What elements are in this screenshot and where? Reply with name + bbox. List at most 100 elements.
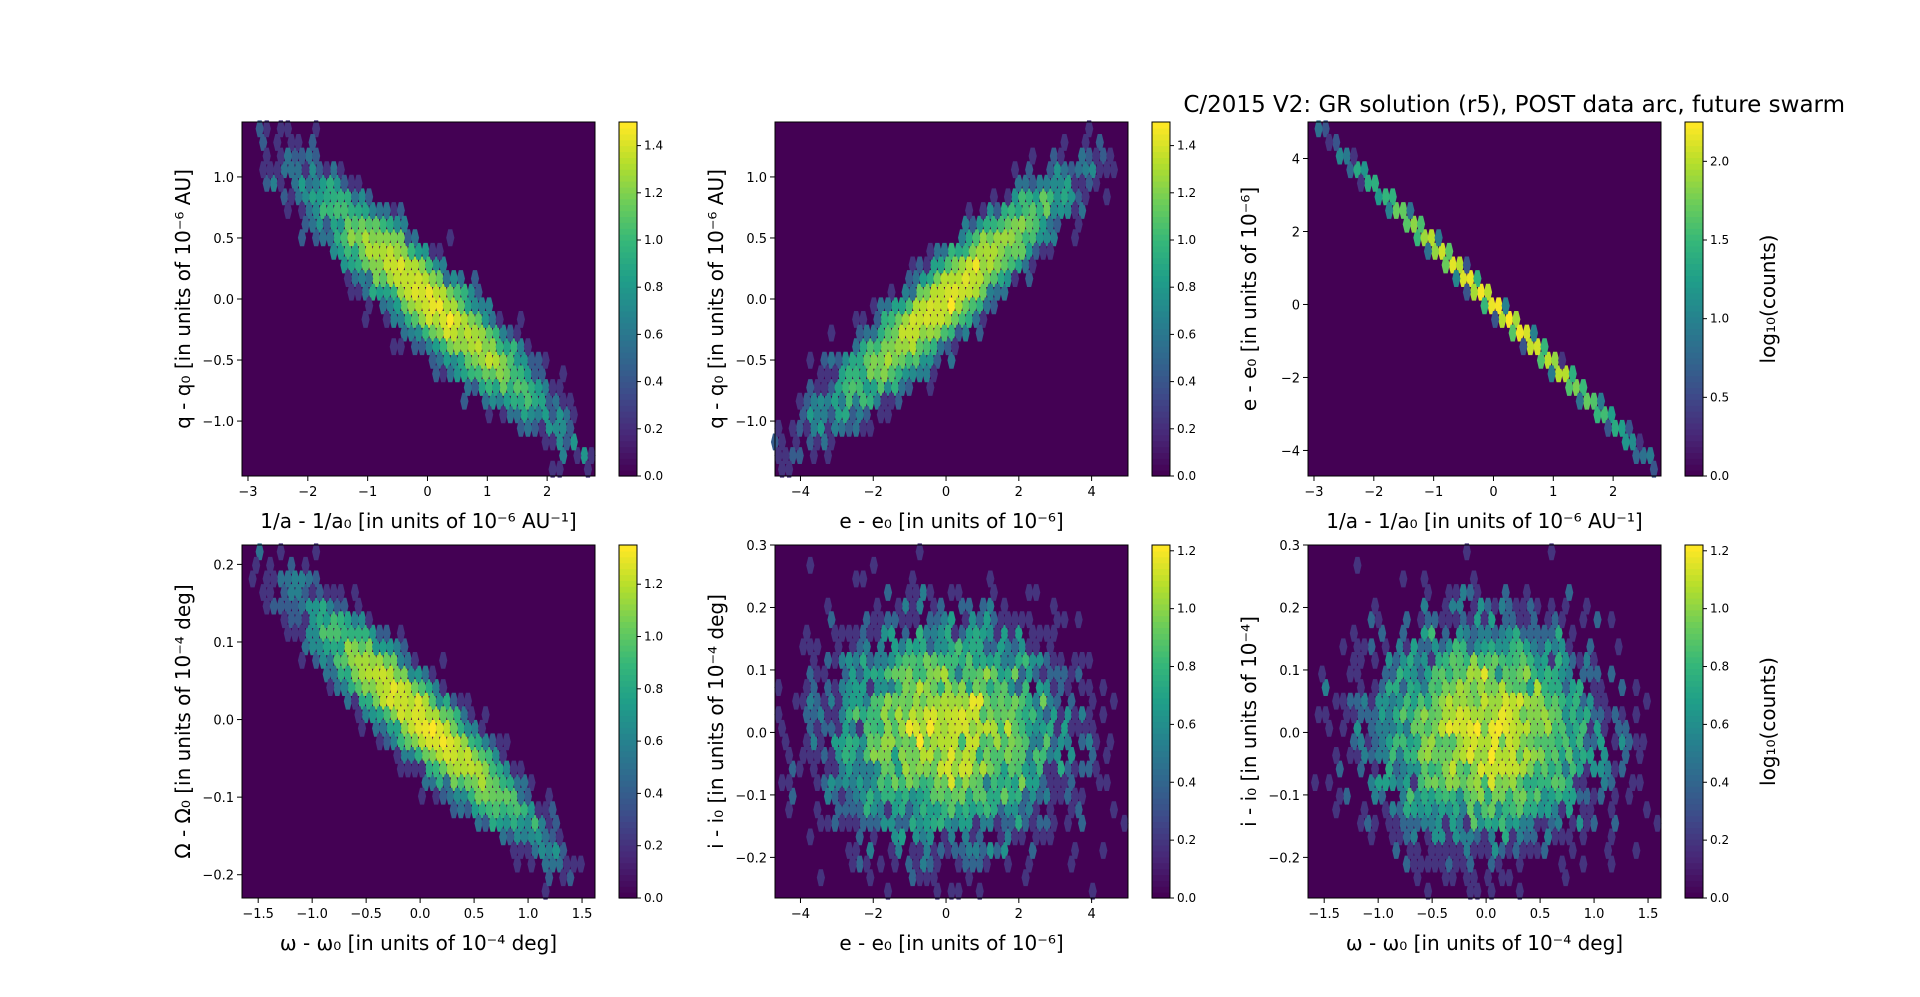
hexbin-cell — [1042, 652, 1051, 669]
hexbin-cell — [294, 161, 303, 179]
hexbin-cell — [1596, 787, 1606, 805]
colorbar-segment — [1685, 845, 1703, 852]
hexbin-cell — [912, 584, 921, 601]
hexbin-cell — [329, 161, 338, 179]
hexbin-cell — [1494, 692, 1503, 710]
hexbin-cell — [982, 638, 991, 656]
colorbar-segment — [1685, 228, 1703, 235]
colorbar-tick-label: 2.0 — [1710, 154, 1729, 168]
hexbin-cell — [894, 787, 903, 805]
colorbar-segment — [1685, 709, 1703, 717]
hexbin-cell — [887, 814, 896, 832]
hexbin-cell — [1402, 828, 1411, 846]
hexbin-cell — [1529, 719, 1538, 737]
hexbin-cell — [1371, 174, 1380, 192]
colorbar-segment — [619, 792, 637, 799]
hexbin-cell — [1106, 147, 1115, 165]
hexbin-cell — [301, 556, 310, 574]
hexbin-cell — [979, 202, 988, 219]
hexbin-cell — [1575, 392, 1584, 410]
hexbin-cell — [516, 814, 525, 832]
hexbin-cell — [1487, 855, 1496, 873]
hexbin-cell — [979, 256, 988, 274]
hexbin-cell — [428, 324, 437, 342]
hexbin-cell — [1406, 652, 1415, 669]
hexbin-cell — [1371, 652, 1380, 669]
hexbin-cell — [1491, 787, 1500, 805]
hexbin-cell — [1385, 679, 1394, 696]
hexbin-cell — [319, 174, 328, 192]
hexbin-cell — [1483, 706, 1493, 724]
hexbin-cell — [1431, 665, 1440, 683]
hexbin-cell — [368, 202, 377, 219]
hexbin-cell — [559, 392, 568, 410]
hexbin-cell — [1399, 706, 1408, 724]
hexbin-cell — [513, 774, 522, 791]
hexbin-cell — [1522, 638, 1531, 656]
hexbin-cell — [315, 638, 324, 656]
hexbin-cell — [1483, 679, 1493, 696]
hexbin-cell — [1611, 419, 1620, 437]
hexbin-cell — [1000, 229, 1009, 247]
hexbin-cell — [428, 297, 437, 315]
hexbin-cell — [845, 842, 854, 859]
colorbar-segment — [1685, 387, 1703, 394]
colorbar-segment — [1152, 434, 1170, 442]
hexbin-cell — [1536, 692, 1546, 710]
y-tick-label: 4 — [1292, 152, 1300, 167]
hexbin-cell — [1367, 747, 1376, 764]
hexbin-cell — [1491, 760, 1500, 778]
hexbin-cell — [887, 679, 896, 696]
hexbin-cell — [1363, 814, 1373, 832]
hexbin-cell — [943, 652, 953, 669]
hexbin-cell — [1600, 747, 1609, 764]
hexbin-cell — [1032, 692, 1041, 710]
hexbin-cell — [830, 652, 840, 669]
hexbin-cell — [887, 365, 896, 383]
hexbin-cell — [435, 270, 444, 287]
hexbin-cell — [929, 597, 938, 615]
hexbin-cell — [806, 379, 815, 396]
hexbin-cell — [1042, 202, 1051, 219]
hexbin-cell — [1409, 855, 1418, 873]
colorbar-tick-label: 1.2 — [644, 186, 663, 200]
colorbar-segment — [1685, 281, 1703, 288]
colorbar-segment — [1685, 562, 1703, 570]
hexbin-cell — [1462, 733, 1471, 751]
hexbin-cell — [1476, 814, 1486, 832]
hexbin-cell — [986, 679, 995, 696]
hexbin-cell — [982, 665, 991, 683]
hexbin-cell — [534, 351, 543, 369]
colorbar-segment — [1685, 697, 1703, 705]
hexbin-cell — [1469, 283, 1478, 301]
hexbin-cell — [1476, 787, 1486, 805]
hexbin-cell — [1321, 706, 1330, 724]
hexbin-cell — [943, 706, 953, 724]
hexbin-cell — [580, 447, 589, 464]
hexbin-cell — [961, 828, 970, 846]
hexbin-cell — [1462, 543, 1471, 561]
hexbin-cell — [287, 584, 296, 601]
hexbin-cell — [1462, 624, 1471, 642]
hexbin-cell — [876, 379, 885, 396]
hexbin-cell — [417, 760, 427, 778]
hexbin-cell — [1639, 733, 1648, 751]
hexbin-cell — [852, 842, 861, 859]
hexbin-cell — [1321, 120, 1330, 138]
hexbin-cell — [439, 652, 448, 669]
colorbar-segment — [619, 650, 637, 658]
hexbin-cell — [905, 747, 914, 764]
hexbin-cell — [1568, 787, 1577, 805]
hexbin-cell — [1515, 719, 1524, 737]
colorbar-segment — [619, 609, 637, 617]
hexbin-cell — [926, 270, 935, 287]
colorbar-segment — [1152, 281, 1170, 288]
hexbin-cell — [435, 719, 444, 737]
hexbin-cell — [982, 719, 991, 737]
x-tick-label: −1.0 — [296, 907, 328, 922]
hexbin-cell — [827, 379, 836, 396]
hexbin-cell — [513, 324, 522, 342]
hexbin-cell — [961, 611, 970, 629]
colorbar-segment — [619, 210, 637, 217]
hexbin-cell — [365, 665, 374, 683]
